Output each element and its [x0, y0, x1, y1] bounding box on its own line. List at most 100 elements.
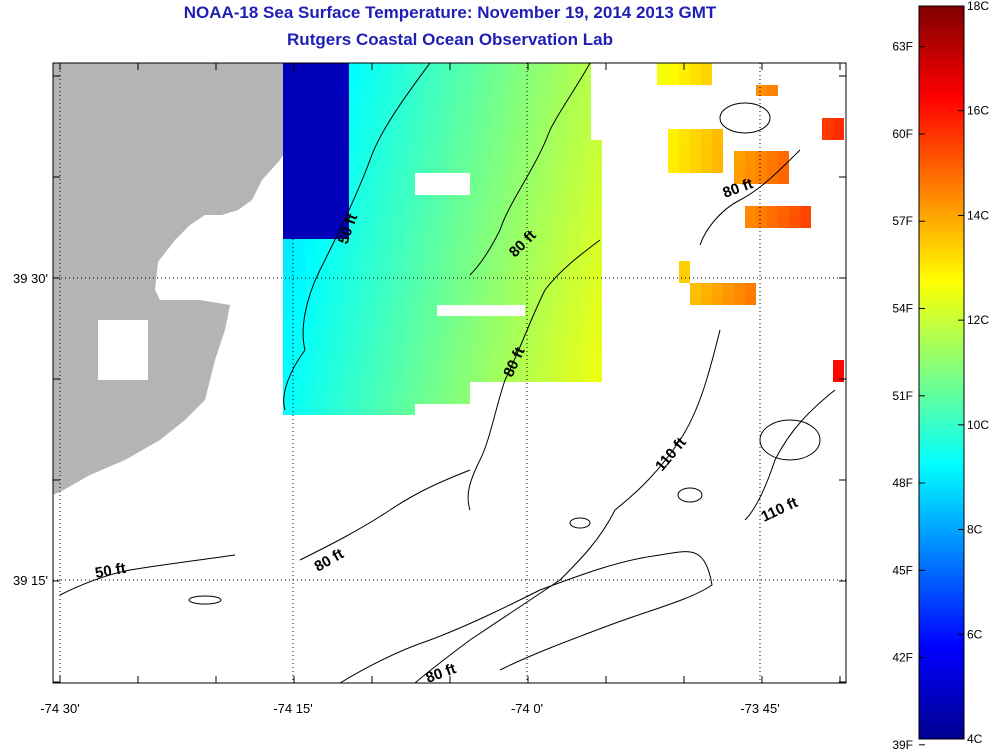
sst-pixel — [569, 96, 580, 107]
sst-pixel — [294, 272, 305, 283]
sst-pixel — [393, 239, 404, 250]
sst-pixel — [569, 261, 580, 272]
sst-pixel — [349, 162, 360, 173]
sst-pixel — [580, 349, 591, 360]
sst-pixel — [338, 283, 349, 294]
sst-pixel — [448, 371, 459, 382]
sst-pixel — [327, 283, 338, 294]
sst-pixel — [393, 305, 404, 316]
sst-pixel — [437, 206, 448, 217]
sst-pixel — [327, 184, 338, 195]
sst-pixel — [547, 371, 558, 382]
sst-pixel — [470, 239, 481, 250]
sst-pixel — [470, 217, 481, 228]
sst-pixel — [371, 316, 382, 327]
axis-ticks — [53, 63, 846, 683]
sst-pixel — [415, 228, 426, 239]
sst-pixel — [404, 173, 415, 184]
sst-pixel — [448, 316, 459, 327]
sst-pixel — [327, 316, 338, 327]
sst-pixel — [547, 74, 558, 85]
sst-pixel — [371, 74, 382, 85]
sst-pixel — [404, 206, 415, 217]
sst-pixel — [426, 371, 437, 382]
sst-pixel — [283, 261, 294, 272]
sst-pixel — [547, 173, 558, 184]
colorbar — [918, 5, 965, 740]
sst-pixel — [547, 195, 558, 206]
sst-pixel — [382, 184, 393, 195]
sst-pixel — [558, 173, 569, 184]
sst-pixel — [591, 360, 602, 371]
sst-pixel — [481, 228, 492, 239]
colorbar-f-label: 42F — [892, 651, 913, 665]
contour-80ft-south-mid — [299, 469, 471, 561]
sst-pixel — [437, 195, 448, 206]
sst-pixel — [580, 107, 591, 118]
sst-pixel — [591, 272, 602, 283]
sst-pixel — [349, 305, 360, 316]
sst-pixel — [382, 360, 393, 371]
sst-pixel — [514, 96, 525, 107]
sst-pixel — [338, 360, 349, 371]
sst-pixel — [371, 118, 382, 129]
sst-pixel — [536, 140, 547, 151]
sst-pixel — [316, 382, 327, 393]
sst-pixel — [327, 217, 338, 228]
sst-pixel — [580, 371, 591, 382]
sst-pixel — [514, 294, 525, 305]
sst-pixel — [536, 283, 547, 294]
sst-pixel — [448, 162, 459, 173]
sst-pixel — [349, 217, 360, 228]
sst-pixel — [415, 371, 426, 382]
sst-pixel — [569, 294, 580, 305]
sst-pixel — [316, 360, 327, 371]
sst-pixel — [547, 85, 558, 96]
sst-pixel — [701, 129, 712, 140]
sst-pixel — [679, 151, 690, 162]
colorbar-fahrenheit-labels: 63F 60F 57F 54F 51F 48F 45F 42F 39F — [892, 40, 913, 752]
sst-pixel — [514, 228, 525, 239]
sst-pixel — [305, 404, 316, 415]
sst-pixel — [591, 338, 602, 349]
sst-pixel — [327, 404, 338, 415]
sst-pixel — [712, 129, 723, 140]
sst-pixel — [283, 349, 294, 360]
sst-pixel — [371, 129, 382, 140]
sst-pixel — [536, 316, 547, 327]
sst-pixel — [360, 338, 371, 349]
sst-pixel — [437, 140, 448, 151]
sst-pixel — [547, 316, 558, 327]
sst-pixel — [536, 151, 547, 162]
sst-pixel — [470, 184, 481, 195]
sst-pixel — [569, 272, 580, 283]
sst-pixel — [767, 151, 778, 162]
sst-pixel — [327, 393, 338, 404]
sst-pixel — [580, 316, 591, 327]
sst-pixel — [283, 294, 294, 305]
sst-pixel — [503, 338, 514, 349]
sst-pixel — [536, 162, 547, 173]
sst-pixel — [514, 107, 525, 118]
sst-pixel — [525, 371, 536, 382]
sst-pixel — [294, 283, 305, 294]
sst-pixel — [459, 74, 470, 85]
sst-pixel — [437, 261, 448, 272]
colorbar-f-label: 60F — [892, 127, 913, 141]
sst-pixel — [525, 151, 536, 162]
sst-pixel — [327, 338, 338, 349]
sst-pixel — [404, 107, 415, 118]
sst-pixel — [382, 140, 393, 151]
sst-pixel — [558, 239, 569, 250]
sst-pixel — [327, 360, 338, 371]
sst-pixel — [470, 107, 481, 118]
sst-pixel — [448, 118, 459, 129]
sst-pixel — [371, 195, 382, 206]
sst-pixel — [426, 118, 437, 129]
sst-pixel — [338, 228, 349, 239]
sst-pixel — [404, 96, 415, 107]
sst-pixel — [393, 404, 404, 415]
sst-pixel — [591, 316, 602, 327]
sst-pixel — [338, 382, 349, 393]
sst-pixel — [349, 173, 360, 184]
